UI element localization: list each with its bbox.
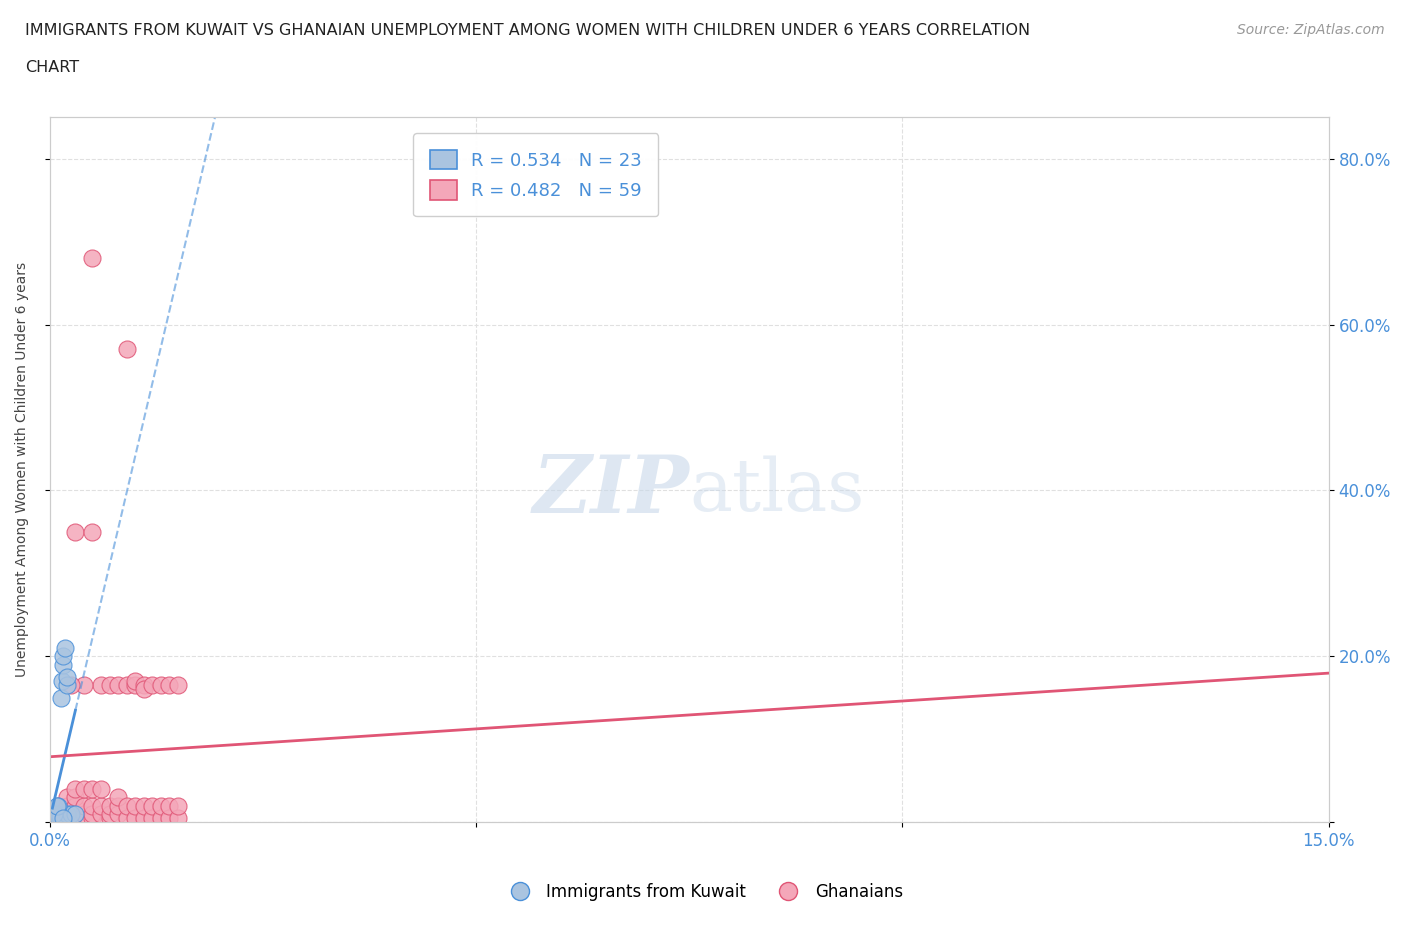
Point [52, 806, 75, 821]
Point [42, 811, 65, 826]
Point [124, 678, 146, 693]
Point [46, 810, 69, 825]
Point [141, 811, 163, 826]
Legend: Immigrants from Kuwait, Ghanaians: Immigrants from Kuwait, Ghanaians [496, 876, 910, 908]
Point [42, 812, 65, 827]
Point [42, 806, 65, 821]
Point [56, 806, 79, 821]
Point [149, 678, 172, 693]
Point [65, 806, 87, 821]
Y-axis label: Unemployment Among Women with Children Under 6 years: Unemployment Among Women with Children U… [15, 262, 30, 677]
Point [65, 798, 87, 813]
Point [115, 798, 138, 813]
Point [124, 673, 146, 688]
Point [48, 798, 70, 813]
Point [82, 781, 104, 796]
Point [65, 781, 87, 796]
Legend: R = 0.534   N = 23, R = 0.482   N = 59: R = 0.534 N = 23, R = 0.482 N = 59 [413, 133, 658, 217]
Text: atlas: atlas [689, 456, 865, 526]
Point [82, 525, 104, 539]
Point [107, 806, 129, 821]
Point [157, 678, 180, 693]
Point [107, 790, 129, 804]
Point [48, 809, 70, 824]
Point [90, 678, 112, 693]
Point [73, 781, 96, 796]
Point [56, 670, 79, 684]
Point [90, 798, 112, 813]
Point [60, 806, 83, 821]
Point [73, 678, 96, 693]
Point [52, 811, 75, 826]
Point [166, 678, 188, 693]
Point [45, 811, 67, 826]
Point [56, 806, 79, 821]
Point [65, 790, 87, 804]
Point [53, 641, 76, 656]
Text: IMMIGRANTS FROM KUWAIT VS GHANAIAN UNEMPLOYMENT AMONG WOMEN WITH CHILDREN UNDER : IMMIGRANTS FROM KUWAIT VS GHANAIAN UNEMP… [25, 23, 1031, 38]
Point [41, 813, 63, 828]
Point [48, 806, 70, 821]
Point [166, 811, 188, 826]
Point [124, 798, 146, 813]
Point [73, 798, 96, 813]
Point [149, 811, 172, 826]
Point [124, 811, 146, 826]
Point [157, 798, 180, 813]
Point [132, 682, 155, 697]
Point [141, 678, 163, 693]
Point [56, 678, 79, 693]
Point [90, 806, 112, 821]
Point [51, 673, 73, 688]
Point [65, 806, 87, 821]
Point [82, 811, 104, 826]
Point [107, 798, 129, 813]
Point [56, 798, 79, 813]
Point [98, 806, 121, 821]
Point [90, 781, 112, 796]
Text: Source: ZipAtlas.com: Source: ZipAtlas.com [1237, 23, 1385, 37]
Point [115, 811, 138, 826]
Point [107, 678, 129, 693]
Point [60, 678, 83, 693]
Point [166, 798, 188, 813]
Point [49, 690, 72, 705]
Point [48, 806, 70, 821]
Point [52, 649, 75, 664]
Point [98, 811, 121, 826]
Point [98, 678, 121, 693]
Point [132, 798, 155, 813]
Point [82, 806, 104, 821]
Point [45, 811, 67, 826]
Point [115, 342, 138, 357]
Point [52, 658, 75, 672]
Point [73, 806, 96, 821]
Point [65, 525, 87, 539]
Point [44, 811, 66, 826]
Point [49, 808, 72, 823]
Point [48, 798, 70, 813]
Point [132, 811, 155, 826]
Point [149, 798, 172, 813]
Point [115, 678, 138, 693]
Point [45, 798, 67, 813]
Text: CHART: CHART [25, 60, 79, 75]
Point [132, 678, 155, 693]
Point [157, 811, 180, 826]
Point [98, 798, 121, 813]
Point [82, 251, 104, 266]
Text: ZIP: ZIP [533, 452, 689, 530]
Point [82, 798, 104, 813]
Point [141, 798, 163, 813]
Point [56, 790, 79, 804]
